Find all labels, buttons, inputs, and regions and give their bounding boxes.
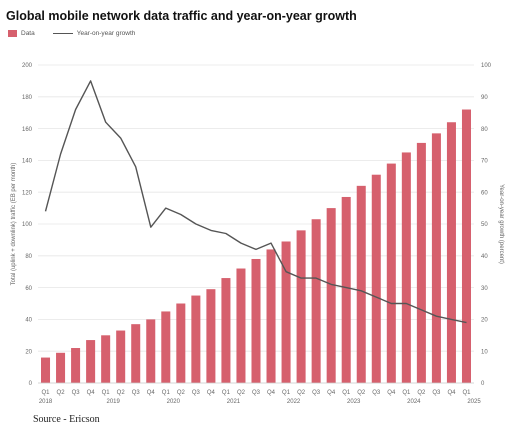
- data-bar: [341, 196, 351, 383]
- y2-tick-label: 90: [481, 95, 488, 101]
- x-tick-label: Q1: [42, 390, 51, 396]
- x-year-label: 2019: [106, 399, 120, 405]
- x-tick-label: Q2: [57, 390, 66, 396]
- y-tick-label: 120: [22, 190, 33, 196]
- legend-bar-label: Data: [21, 30, 35, 37]
- legend-bar-swatch: [8, 30, 17, 37]
- data-bar: [206, 289, 216, 383]
- data-bar: [86, 340, 96, 383]
- data-bar: [356, 185, 366, 383]
- chart-title: Global mobile network data traffic and y…: [6, 9, 357, 23]
- data-bar: [161, 311, 171, 383]
- y-tick-label: 180: [22, 95, 33, 101]
- x-tick-label: Q3: [252, 390, 261, 396]
- data-bar: [236, 268, 246, 383]
- y2-tick-label: 100: [481, 63, 492, 69]
- y-tick-label: 160: [22, 127, 33, 133]
- x-tick-label: Q4: [267, 390, 276, 396]
- x-tick-label: Q3: [132, 390, 141, 396]
- data-bar: [266, 249, 276, 383]
- legend-line-label: Year-on-year growth: [76, 30, 136, 37]
- y2-tick-label: 0: [481, 381, 485, 387]
- data-bar: [191, 295, 201, 383]
- data-bar: [281, 241, 291, 383]
- data-bar: [416, 142, 426, 383]
- data-bar: [251, 258, 261, 383]
- x-year-label: 2018: [39, 399, 53, 405]
- x-tick-label: Q4: [87, 390, 96, 396]
- y-tick-label: 140: [22, 159, 33, 165]
- x-tick-label: Q4: [207, 390, 216, 396]
- data-bar: [296, 230, 306, 383]
- y-tick-label: 0: [29, 381, 33, 387]
- y2-tick-label: 80: [481, 127, 488, 133]
- y2-tick-label: 50: [481, 222, 488, 228]
- data-bar: [431, 133, 441, 383]
- x-tick-label: Q1: [282, 390, 291, 396]
- data-bar: [176, 303, 186, 383]
- legend-line-swatch: [52, 33, 73, 34]
- y-tick-label: 60: [25, 286, 32, 292]
- data-bar: [41, 357, 51, 383]
- y-tick-label: 100: [22, 222, 33, 228]
- data-bar: [446, 122, 456, 384]
- data-bar: [371, 174, 381, 383]
- y2-axis-title: Year-on-year growth (percent): [498, 184, 504, 264]
- x-tick-label: Q3: [372, 390, 381, 396]
- x-tick-label: Q1: [162, 390, 171, 396]
- x-tick-label: Q4: [387, 390, 396, 396]
- x-year-label: 2021: [227, 399, 241, 405]
- x-tick-label: Q1: [402, 390, 411, 396]
- y2-tick-label: 40: [481, 254, 488, 260]
- data-bar: [101, 335, 111, 383]
- y2-tick-label: 30: [481, 286, 488, 292]
- growth-line: [44, 80, 467, 324]
- x-tick-label: Q2: [357, 390, 366, 396]
- data-bar: [311, 219, 321, 383]
- data-bar: [386, 163, 396, 383]
- x-tick-label: Q3: [192, 390, 201, 396]
- y2-tick-label: 60: [481, 190, 488, 196]
- y2-tick-label: 70: [481, 159, 488, 165]
- data-bar: [461, 109, 471, 384]
- data-bar: [71, 348, 81, 383]
- data-bar: [131, 324, 141, 383]
- x-tick-label: Q1: [102, 390, 111, 396]
- x-tick-label: Q2: [177, 390, 186, 396]
- x-year-label: 2025: [467, 399, 481, 405]
- x-tick-label: Q4: [327, 390, 336, 396]
- y-tick-label: 80: [25, 254, 32, 260]
- x-tick-label: Q1: [222, 390, 231, 396]
- x-tick-label: Q2: [417, 390, 426, 396]
- data-bar: [116, 330, 126, 383]
- x-tick-label: Q1: [342, 390, 351, 396]
- x-tick-label: Q3: [312, 390, 321, 396]
- data-bar: [146, 319, 156, 383]
- x-tick-label: Q3: [432, 390, 441, 396]
- x-year-label: 2020: [167, 399, 181, 405]
- data-bar: [401, 152, 411, 383]
- chart: 0 20 40 60 80 100 120 140 160 180 200 0 10 20 30 40 50 60…: [11, 63, 504, 405]
- x-year-label: 2023: [347, 399, 361, 405]
- x-tick-label: Q2: [117, 390, 126, 396]
- source-note: Source - Ericson: [33, 414, 100, 425]
- y-axis-title: Total (uplink + downlink) traffic (EB pe…: [11, 163, 17, 286]
- y2-tick-label: 20: [481, 318, 488, 324]
- data-bar: [326, 208, 336, 383]
- x-year-label: 2022: [287, 399, 301, 405]
- y-tick-label: 20: [25, 349, 32, 355]
- x-tick-label: Q2: [297, 390, 306, 396]
- legend: Data Year-on-year growth: [8, 30, 135, 37]
- data-bar: [221, 278, 231, 383]
- y2-tick-label: 10: [481, 349, 488, 355]
- x-year-label: 2024: [407, 399, 421, 405]
- y-tick-label: 200: [22, 63, 33, 69]
- x-tick-label: Q4: [147, 390, 156, 396]
- x-tick-label: Q3: [72, 390, 81, 396]
- x-tick-label: Q2: [237, 390, 246, 396]
- data-bar: [56, 352, 66, 383]
- y-tick-label: 40: [25, 318, 32, 324]
- x-tick-label: Q1: [462, 390, 471, 396]
- x-tick-label: Q4: [447, 390, 456, 396]
